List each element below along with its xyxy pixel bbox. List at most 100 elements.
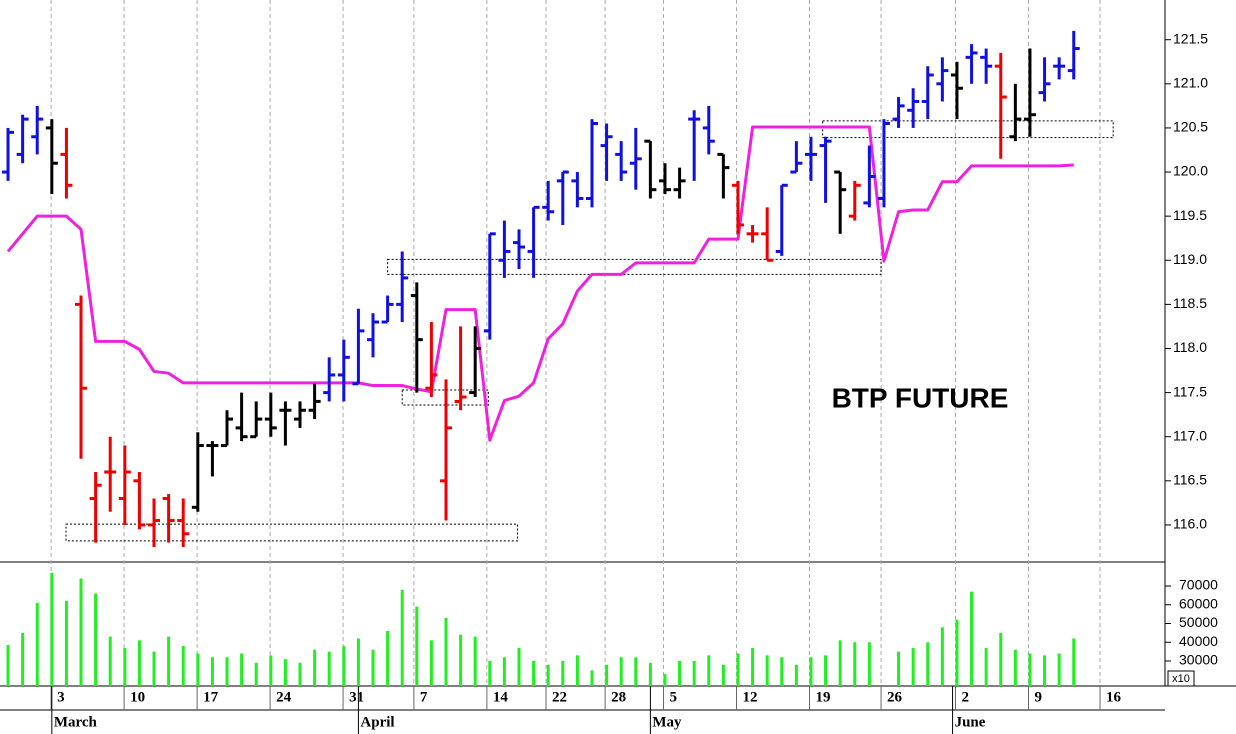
x-tick-label: 24 (276, 689, 292, 705)
volume-bar (269, 655, 273, 686)
volume-bar (1013, 649, 1017, 686)
volume-bar (838, 640, 842, 686)
annotation: BTP FUTURE (832, 382, 1009, 413)
volume-bar (488, 661, 492, 686)
volume-bar (984, 647, 988, 686)
volume-bar (386, 631, 390, 686)
volume-bar (400, 589, 404, 686)
volume-bar (765, 655, 769, 686)
volume-bar (225, 657, 229, 686)
volume-bar (123, 647, 127, 686)
volume-bar (736, 653, 740, 686)
multiplier-box (1167, 670, 1195, 687)
volume-bar (692, 661, 696, 686)
multiplier-label: x10 (1172, 673, 1190, 685)
volume-bar (210, 657, 214, 686)
volume-bar (50, 572, 54, 686)
y-tick-label: 116.0 (1173, 516, 1207, 532)
volume-bar (970, 591, 974, 686)
volume-bar (283, 659, 287, 686)
x-tick-label: 26 (887, 689, 903, 705)
volume-bar (181, 646, 185, 686)
volume-bar (1028, 653, 1032, 686)
volume-bar (911, 647, 915, 686)
x-tick-label: 17 (203, 689, 219, 705)
y-tick-label: 117.5 (1173, 383, 1207, 399)
y-tick-label: 118.5 (1173, 295, 1207, 311)
volume-bar (240, 653, 244, 686)
x-tick-label: 12 (743, 689, 758, 705)
volume-bar (546, 664, 550, 686)
volume-bar (6, 645, 10, 686)
volume-bar (648, 662, 652, 686)
volume-bar (809, 657, 813, 686)
volume-bar (999, 632, 1003, 686)
y-tick-label: 118.0 (1173, 339, 1207, 355)
x-tick-label: 3 (57, 689, 65, 705)
volume-bar (64, 601, 68, 686)
volume-bar (926, 642, 930, 686)
volume-bar (867, 642, 871, 686)
x-tick-label: 31 (349, 689, 364, 705)
volume-bar (473, 636, 477, 686)
volume-bar (137, 640, 141, 686)
x-tick-label: 22 (552, 689, 567, 705)
volume-bar (167, 636, 171, 686)
month-label: June (955, 714, 986, 730)
x-tick-label: 9 (1034, 689, 1042, 705)
volume-bar (721, 664, 725, 686)
y-tick-label: 119.0 (1173, 251, 1207, 267)
y-tick-label: 60000 (1179, 595, 1218, 611)
y-tick-label: 119.5 (1173, 207, 1207, 223)
x-tick-label: 2 (962, 689, 970, 705)
y-tick-label: 70000 (1179, 577, 1218, 593)
volume-bar (517, 647, 521, 686)
y-tick-label: 117.0 (1173, 427, 1207, 443)
volume-bar (415, 606, 419, 686)
volume-bar (794, 664, 798, 686)
y-tick-label: 30000 (1179, 652, 1218, 668)
volume-bar (897, 651, 901, 686)
volume-bar (21, 632, 25, 686)
volume-bar (444, 617, 448, 686)
y-tick-label: 116.5 (1173, 472, 1207, 488)
x-tick-label: 16 (1106, 689, 1122, 705)
volume-bar (459, 634, 463, 686)
volume-bar (619, 657, 623, 686)
volume-bar (575, 655, 579, 686)
volume-bar (94, 593, 98, 686)
volume-bar (254, 662, 258, 686)
y-tick-label: 50000 (1179, 614, 1218, 630)
x-tick-label: 28 (611, 689, 626, 705)
month-label: April (360, 714, 394, 730)
volume-bar (780, 657, 784, 686)
volume-bar (824, 655, 828, 686)
volume-bar (108, 636, 112, 686)
volume-bar (502, 657, 506, 686)
month-label: May (652, 714, 682, 730)
x-tick-label: 5 (670, 689, 678, 705)
x-tick-label: 7 (420, 689, 428, 705)
volume-bar (751, 647, 755, 686)
volume-bar (342, 646, 346, 686)
volume-bar (1043, 655, 1047, 686)
y-tick-label: 120.5 (1173, 119, 1208, 135)
volume-bar (853, 642, 857, 686)
volume-bar (79, 578, 83, 686)
line (6, 125, 1074, 442)
volume-bar (429, 640, 433, 686)
y-tick-label: 121.5 (1173, 30, 1208, 46)
y-tick-label: 120.0 (1173, 163, 1208, 179)
volume-bar (605, 664, 609, 686)
volume-bar (532, 661, 536, 686)
volume-bar (1057, 653, 1061, 686)
y-tick-label: 121.0 (1173, 75, 1208, 91)
volume-bar (298, 662, 302, 686)
volume-bar (678, 661, 682, 686)
volume-bar (663, 674, 667, 686)
volume-bar (634, 657, 638, 686)
x-tick-label: 19 (816, 689, 831, 705)
volume-bar (196, 653, 200, 686)
x-tick-label: 14 (493, 689, 509, 705)
